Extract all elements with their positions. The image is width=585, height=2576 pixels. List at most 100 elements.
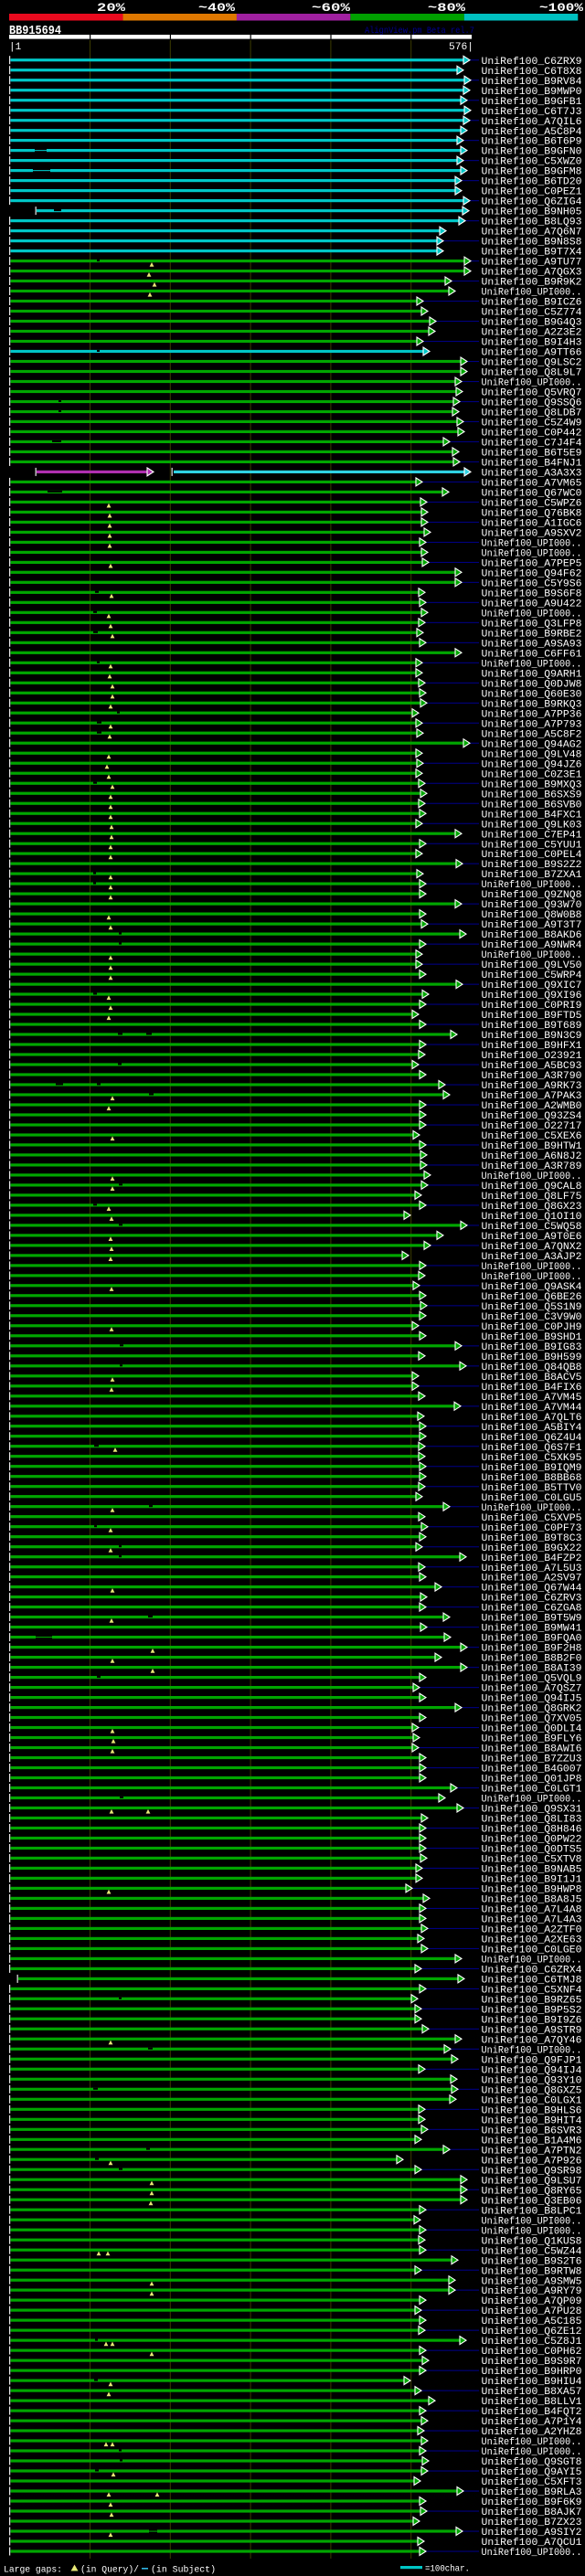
- svg-text:UniRef100_A5C185: UniRef100_A5C185: [482, 2316, 582, 2327]
- svg-text:UniRef100_B9S2Z2: UniRef100_B9S2Z2: [482, 860, 582, 871]
- svg-text:UniRef100_C0LGU5: UniRef100_C0LGU5: [482, 1493, 582, 1504]
- svg-text:UniRef100_Q7XV05: UniRef100_Q7XV05: [482, 1714, 582, 1725]
- svg-text:UniRef100_B9GX22: UniRef100_B9GX22: [482, 1543, 582, 1554]
- svg-text:UniRef100_Q8GX23: UniRef100_Q8GX23: [482, 1202, 582, 1213]
- svg-text:UniRef100_Q8LI83: UniRef100_Q8LI83: [482, 1815, 582, 1826]
- svg-text:UniRef100_A7L4A3: UniRef100_A7L4A3: [482, 1915, 582, 1926]
- svg-text:UniRef100_B9R9K2: UniRef100_B9R9K2: [482, 278, 582, 289]
- svg-text:20%: 20%: [97, 1, 125, 15]
- svg-text:UniRef100_B9I9Z6: UniRef100_B9I9Z6: [482, 2015, 582, 2026]
- svg-text:UniRef100_C0Z3E1: UniRef100_C0Z3E1: [482, 769, 582, 780]
- svg-text:UniRef100_Q8LDB7: UniRef100_Q8LDB7: [482, 408, 582, 419]
- svg-text:UniRef100_UPI000..: UniRef100_UPI000..: [482, 2226, 582, 2237]
- svg-text:UniRef100_Q6ZIG4: UniRef100_Q6ZIG4: [482, 197, 582, 208]
- svg-text:UniRef100_Q8RY65: UniRef100_Q8RY65: [482, 2186, 582, 2197]
- svg-text:UniRef100_A5C8F2: UniRef100_A5C8F2: [482, 729, 582, 740]
- svg-text:UniRef100_C5WQ58: UniRef100_C5WQ58: [482, 1222, 582, 1233]
- svg-text:UniRef100_A2ZTF0: UniRef100_A2ZTF0: [482, 1925, 582, 1936]
- svg-text:UniRef100_B9F2H8: UniRef100_B9F2H8: [482, 1644, 582, 1655]
- svg-text:UniRef100_C6ZRV3: UniRef100_C6ZRV3: [482, 1594, 582, 1605]
- svg-text:UniRef100_UPI000..: UniRef100_UPI000..: [482, 950, 582, 961]
- svg-text:UniRef100_Q94IJ5: UniRef100_Q94IJ5: [482, 1694, 582, 1705]
- svg-text:UniRef100_B8A8J5: UniRef100_B8A8J5: [482, 1895, 582, 1906]
- svg-text:UniRef100_Q5VQL9: UniRef100_Q5VQL9: [482, 1674, 582, 1685]
- svg-text:UniRef100_C0LGE0: UniRef100_C0LGE0: [482, 1945, 582, 1956]
- svg-text:UniRef100_B9FTD5: UniRef100_B9FTD5: [482, 1011, 582, 1022]
- svg-text:UniRef100_A7QIL6: UniRef100_A7QIL6: [482, 117, 582, 128]
- svg-text:UniRef100_Q93ZS4: UniRef100_Q93ZS4: [482, 1111, 582, 1122]
- svg-text:UniRef100_A9TU77: UniRef100_A9TU77: [482, 258, 582, 269]
- svg-text:UniRef100_A5C8P4: UniRef100_A5C8P4: [482, 127, 582, 138]
- svg-text:UniRef100_C5WZ44: UniRef100_C5WZ44: [482, 2246, 582, 2257]
- svg-text:UniRef100_B9S9R7: UniRef100_B9S9R7: [482, 2357, 582, 2368]
- svg-text:UniRef100_B9RV84: UniRef100_B9RV84: [482, 77, 582, 88]
- svg-text:UniRef100_B7ZZU3: UniRef100_B7ZZU3: [482, 1754, 582, 1765]
- svg-text:UniRef100_Q9LV50: UniRef100_Q9LV50: [482, 960, 582, 971]
- svg-text:UniRef100_A9SIY2: UniRef100_A9SIY2: [482, 2528, 582, 2539]
- svg-text:UniRef100_O23921: UniRef100_O23921: [482, 1051, 582, 1062]
- svg-text:UniRef100_B9HFX1: UniRef100_B9HFX1: [482, 1041, 582, 1052]
- svg-text:UniRef100_C0PEZ1: UniRef100_C0PEZ1: [482, 187, 582, 198]
- svg-text:UniRef100_Q9AYI5: UniRef100_Q9AYI5: [482, 2467, 582, 2478]
- svg-text:UniRef100_Q0DTS5: UniRef100_Q0DTS5: [482, 1845, 582, 1856]
- svg-text:UniRef100_A7QSZ7: UniRef100_A7QSZ7: [482, 1684, 582, 1695]
- svg-text:~80%: ~80%: [428, 1, 465, 15]
- svg-text:UniRef100_B9RZ65: UniRef100_B9RZ65: [482, 1995, 582, 2006]
- svg-text:UniRef100_Q9LSC2: UniRef100_Q9LSC2: [482, 358, 582, 369]
- svg-text:UniRef100_B7ZX23: UniRef100_B7ZX23: [482, 2518, 582, 2528]
- svg-text:UniRef100_B8AWI6: UniRef100_B8AWI6: [482, 1744, 582, 1755]
- svg-text:UniRef100_A5BIY4: UniRef100_A5BIY4: [482, 1423, 582, 1434]
- svg-text:UniRef100_UPI000..: UniRef100_UPI000..: [482, 1795, 582, 1806]
- svg-text:UniRef100_A3R789: UniRef100_A3R789: [482, 1161, 582, 1172]
- svg-text:UniRef100_B6T6P9: UniRef100_B6T6P9: [482, 137, 582, 148]
- svg-text:UniRef100_A7P926: UniRef100_A7P926: [482, 2156, 582, 2167]
- svg-text:=100char.: =100char.: [425, 2564, 470, 2575]
- svg-text:UniRef100_Q93Y10: UniRef100_Q93Y10: [482, 2075, 582, 2086]
- svg-text:UniRef100_C5Z4W9: UniRef100_C5Z4W9: [482, 419, 582, 429]
- svg-text:UniRef100_A3A3X3: UniRef100_A3A3X3: [482, 469, 582, 480]
- svg-text:UniRef100_Q67W44: UniRef100_Q67W44: [482, 1584, 582, 1595]
- svg-text:UniRef100_C3V9W0: UniRef100_C3V9W0: [482, 1312, 582, 1323]
- svg-text:UniRef100_B9GFM8: UniRef100_B9GFM8: [482, 167, 582, 178]
- svg-text:UniRef100_B9IG83: UniRef100_B9IG83: [482, 1342, 582, 1353]
- svg-text:UniRef100_UPI000..: UniRef100_UPI000..: [482, 2447, 582, 2458]
- svg-text:UniRef100_B9I4H3: UniRef100_B9I4H3: [482, 338, 582, 349]
- svg-text:UniRef100_B7ZXA1: UniRef100_B7ZXA1: [482, 870, 582, 881]
- svg-text:UniRef100_C6FF61: UniRef100_C6FF61: [482, 649, 582, 660]
- svg-text:(in Subject): (in Subject): [151, 2565, 216, 2576]
- svg-text:UniRef100_Q9LSU7: UniRef100_Q9LSU7: [482, 2176, 582, 2187]
- svg-text:UniRef100_Q8H846: UniRef100_Q8H846: [482, 1825, 582, 1836]
- svg-text:UniRef100_Q9ASK4: UniRef100_Q9ASK4: [482, 1282, 582, 1293]
- svg-text:UniRef100_A7PEP5: UniRef100_A7PEP5: [482, 559, 582, 570]
- svg-text:UniRef100_Q60E30: UniRef100_Q60E30: [482, 689, 582, 700]
- svg-text:UniRef100_A7PAK3: UniRef100_A7PAK3: [482, 1091, 582, 1102]
- svg-text:UniRef100_Q9SSQ6: UniRef100_Q9SSQ6: [482, 398, 582, 409]
- svg-text:UniRef100_Q84QB8: UniRef100_Q84QB8: [482, 1362, 582, 1373]
- svg-text:UniRef100_C6TMJ8: UniRef100_C6TMJ8: [482, 1976, 582, 1987]
- svg-text:UniRef100_UPI000..: UniRef100_UPI000..: [482, 288, 582, 299]
- svg-text:Large gaps:: Large gaps:: [4, 2565, 62, 2576]
- svg-text:UniRef100_Q9ZNQ8: UniRef100_Q9ZNQ8: [482, 890, 582, 901]
- svg-text:UniRef100_B9GFB1: UniRef100_B9GFB1: [482, 97, 582, 108]
- svg-text:UniRef100_B9FQA0: UniRef100_B9FQA0: [482, 1634, 582, 1645]
- svg-text:UniRef100_UPI000..: UniRef100_UPI000..: [482, 1272, 582, 1283]
- svg-text:UniRef100_B9F6K9: UniRef100_B9F6K9: [482, 2497, 582, 2508]
- svg-text:UniRef100_C0PJH9: UniRef100_C0PJH9: [482, 1322, 582, 1333]
- svg-text:|1: |1: [9, 42, 22, 53]
- svg-text:UniRef100_A3R790: UniRef100_A3R790: [482, 1071, 582, 1082]
- svg-text:UniRef100_B9T689: UniRef100_B9T689: [482, 1021, 582, 1032]
- svg-text:UniRef100_C0PH62: UniRef100_C0PH62: [482, 2347, 582, 2358]
- svg-text:UniRef100_C5XK95: UniRef100_C5XK95: [482, 1453, 582, 1464]
- svg-text:UniRef100_B8LPC1: UniRef100_B8LPC1: [482, 2206, 582, 2217]
- svg-text:UniRef100_A2XE63: UniRef100_A2XE63: [482, 1935, 582, 1946]
- svg-text:UniRef100_UPI000..: UniRef100_UPI000..: [482, 659, 582, 670]
- svg-text:UniRef100_A7QNX2: UniRef100_A7QNX2: [482, 1242, 582, 1253]
- svg-text:UniRef100_B8ACV5: UniRef100_B8ACV5: [482, 1373, 582, 1383]
- svg-text:UniRef100_B4FIX6: UniRef100_B4FIX6: [482, 1383, 582, 1394]
- svg-text:UniRef100_B9FLY6: UniRef100_B9FLY6: [482, 1734, 582, 1745]
- svg-text:UniRef100_B9RTW8: UniRef100_B9RTW8: [482, 2266, 582, 2277]
- svg-text:UniRef100_Q6S7F1: UniRef100_Q6S7F1: [482, 1443, 582, 1454]
- svg-text:UniRef100_Q9FJP1: UniRef100_Q9FJP1: [482, 2055, 582, 2066]
- svg-text:UniRef100_B6SVB0: UniRef100_B6SVB0: [482, 800, 582, 811]
- svg-text:UniRef100_B9RKQ3: UniRef100_B9RKQ3: [482, 699, 582, 710]
